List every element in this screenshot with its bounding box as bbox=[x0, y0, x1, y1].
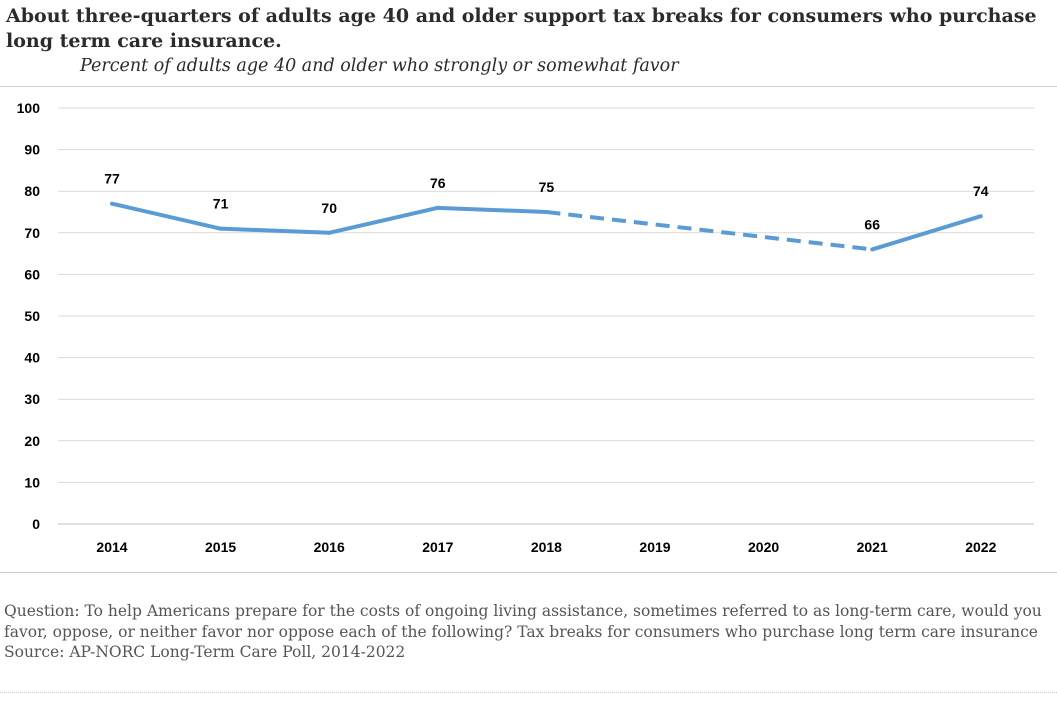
x-tick-label: 2016 bbox=[314, 539, 345, 555]
source-text: Source: AP-NORC Long-Term Care Poll, 201… bbox=[4, 643, 406, 661]
data-label: 70 bbox=[321, 200, 337, 216]
x-axis-ticks: 2014 2015 2016 2017 2018 2019 2020 2021 2022 bbox=[96, 539, 996, 555]
series-line-segment bbox=[110, 201, 223, 231]
data-label: 71 bbox=[213, 196, 229, 212]
top-divider bbox=[0, 86, 1057, 87]
y-tick-label: 60 bbox=[24, 266, 40, 282]
x-tick-label: 2015 bbox=[205, 539, 236, 555]
data-label: 77 bbox=[104, 171, 120, 187]
series-lines bbox=[110, 201, 983, 252]
series-dashed-segment bbox=[546, 210, 873, 252]
y-tick-label: 80 bbox=[24, 183, 40, 199]
chart-title: About three-quarters of adults age 40 an… bbox=[6, 5, 1037, 52]
y-tick-label: 40 bbox=[24, 350, 40, 366]
y-tick-label: 30 bbox=[24, 391, 40, 407]
y-tick-label: 50 bbox=[24, 308, 40, 324]
data-label: 74 bbox=[973, 183, 989, 199]
data-label: 76 bbox=[430, 175, 446, 191]
data-labels: 77 71 70 76 75 66 74 bbox=[104, 171, 989, 233]
y-tick-label: 90 bbox=[24, 142, 40, 158]
x-tick-label: 2019 bbox=[639, 539, 670, 555]
series-line-segment bbox=[870, 214, 983, 252]
x-tick-label: 2020 bbox=[748, 539, 779, 555]
footer-divider bbox=[0, 692, 1057, 693]
series-line-segment bbox=[218, 226, 332, 235]
grid-lines bbox=[58, 107, 1034, 525]
footnote: Question: To help Americans prepare for … bbox=[4, 601, 1054, 663]
y-tick-label: 0 bbox=[32, 516, 40, 532]
y-tick-label: 70 bbox=[24, 225, 40, 241]
y-tick-label: 10 bbox=[24, 474, 40, 490]
x-tick-label: 2021 bbox=[857, 539, 888, 555]
chart-subtitle: Percent of adults age 40 and older who s… bbox=[80, 56, 679, 76]
data-label: 66 bbox=[864, 216, 880, 232]
series-line-segment bbox=[327, 205, 440, 235]
bottom-divider bbox=[0, 572, 1057, 573]
x-tick-label: 2014 bbox=[96, 539, 127, 555]
x-tick-label: 2017 bbox=[422, 539, 453, 555]
data-label: 75 bbox=[539, 179, 555, 195]
x-tick-label: 2018 bbox=[531, 539, 562, 555]
x-tick-label: 2022 bbox=[965, 539, 996, 555]
y-tick-label: 20 bbox=[24, 433, 40, 449]
y-tick-label: 100 bbox=[17, 100, 41, 116]
y-axis-ticks: 0 10 20 30 40 50 60 70 80 90 100 bbox=[17, 100, 41, 532]
question-text: Question: To help Americans prepare for … bbox=[4, 602, 1042, 641]
series-line-segment bbox=[435, 205, 549, 214]
